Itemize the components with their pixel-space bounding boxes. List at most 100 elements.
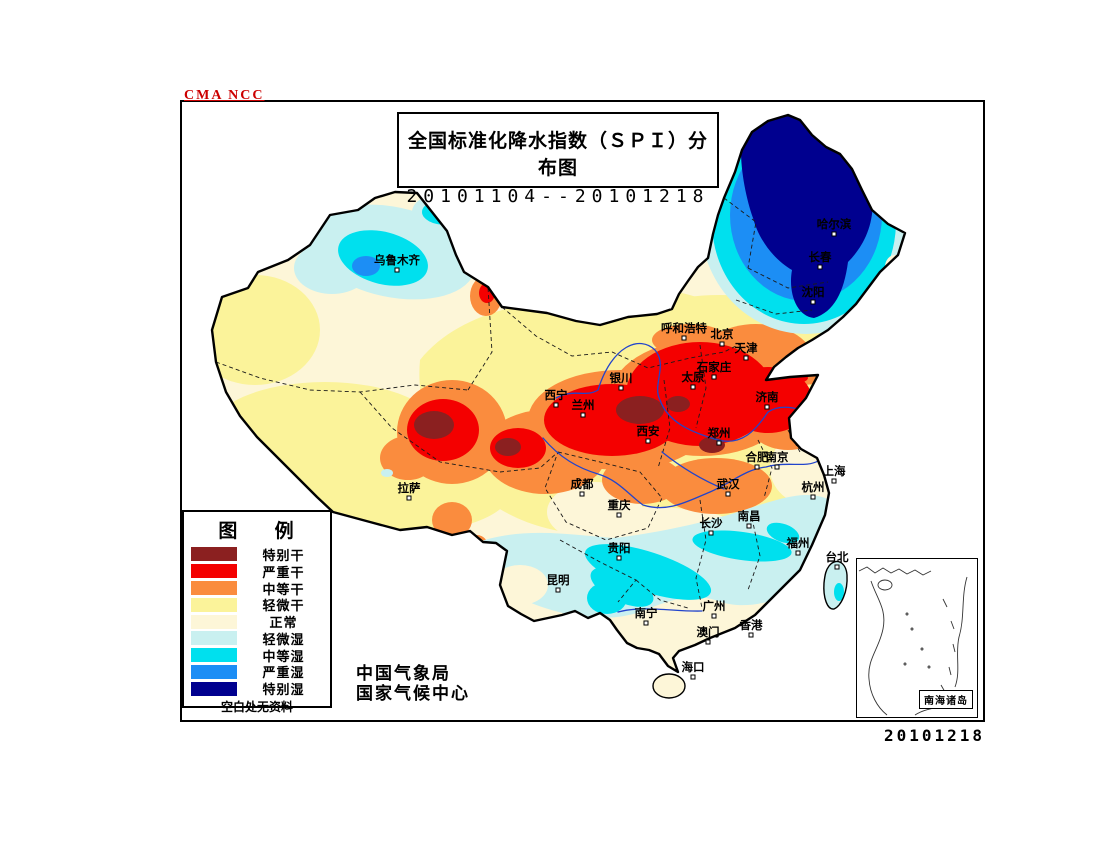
city-label: 重庆 bbox=[608, 498, 631, 512]
city-label: 哈尔滨 bbox=[817, 217, 852, 231]
city-label: 长沙 bbox=[700, 516, 723, 530]
city-label: 乌鲁木齐 bbox=[374, 253, 420, 267]
city-label: 银川 bbox=[610, 371, 633, 385]
city-marker bbox=[810, 494, 816, 500]
city-label: 西安 bbox=[637, 424, 660, 438]
city-marker bbox=[555, 587, 561, 593]
legend-label: 中等干 bbox=[262, 581, 305, 597]
legend-label: 轻微干 bbox=[262, 598, 305, 614]
china-outline bbox=[210, 113, 907, 699]
city-marker bbox=[795, 550, 801, 556]
city-marker bbox=[748, 632, 754, 638]
city-marker bbox=[831, 478, 837, 484]
city-label: 杭州 bbox=[802, 480, 825, 494]
city-marker bbox=[716, 440, 722, 446]
city-marker bbox=[754, 464, 760, 470]
inset-label: 南海诸岛 bbox=[919, 690, 973, 709]
city-marker bbox=[394, 267, 400, 273]
city-marker bbox=[810, 299, 816, 305]
city-marker bbox=[580, 412, 586, 418]
city-marker bbox=[764, 404, 770, 410]
city-marker bbox=[705, 639, 711, 645]
legend-label: 中等湿 bbox=[262, 648, 305, 664]
city-marker bbox=[708, 530, 714, 536]
city-label: 拉萨 bbox=[398, 481, 421, 495]
city-label: 成都 bbox=[571, 477, 594, 491]
city-marker bbox=[553, 402, 559, 408]
legend-rows: 特别干 严重干 中等干 轻微干 正常 轻微湿 中等湿 严重湿 特别湿 bbox=[184, 546, 330, 697]
city-label: 上海 bbox=[823, 464, 846, 478]
city-marker bbox=[817, 264, 823, 270]
city-marker bbox=[690, 384, 696, 390]
legend-swatch-6 bbox=[191, 648, 237, 663]
city-label: 石家庄 bbox=[696, 360, 732, 374]
legend-row: 特别干 bbox=[184, 546, 330, 563]
city-marker bbox=[725, 491, 731, 497]
city-marker bbox=[743, 355, 749, 361]
legend-title: 图 例 bbox=[218, 521, 310, 542]
city-label: 台北 bbox=[826, 550, 849, 564]
city-marker bbox=[711, 374, 717, 380]
city-marker bbox=[681, 335, 687, 341]
credits: 中国气象局 国家气候中心 bbox=[356, 664, 470, 704]
city-label: 西宁 bbox=[545, 388, 568, 402]
map-title-box: 全国标准化降水指数（ＳＰＩ）分布图 20101104--20101218 bbox=[397, 112, 719, 207]
city-label: 太原 bbox=[681, 370, 705, 384]
legend-footnote: 空白处无资料 bbox=[220, 700, 293, 715]
city-label: 南昌 bbox=[738, 509, 761, 523]
city-label: 兰州 bbox=[572, 398, 595, 412]
legend-swatch-1 bbox=[191, 564, 237, 579]
legend-swatch-5 bbox=[191, 631, 237, 646]
city-marker bbox=[643, 620, 649, 626]
legend-label: 特别湿 bbox=[262, 682, 305, 698]
legend-row: 中等干 bbox=[184, 580, 330, 597]
city-label: 合肥 bbox=[746, 450, 769, 464]
legend-swatch-4 bbox=[191, 614, 237, 629]
legend-swatch-8 bbox=[191, 681, 237, 696]
city-label: 沈阳 bbox=[802, 285, 825, 299]
city-marker bbox=[690, 674, 696, 680]
south-china-sea-inset: 南海诸岛 bbox=[856, 558, 978, 718]
legend-swatch-0 bbox=[191, 547, 237, 562]
credit-center: 国家气候中心 bbox=[356, 684, 470, 703]
city-marker bbox=[746, 523, 752, 529]
city-marker bbox=[774, 464, 780, 470]
legend-swatch-3 bbox=[191, 597, 237, 612]
city-marker bbox=[719, 341, 725, 347]
city-label: 呼和浩特 bbox=[661, 321, 707, 335]
city-label: 天津 bbox=[735, 341, 758, 355]
map-title: 全国标准化降水指数（ＳＰＩ）分布图 bbox=[407, 131, 708, 179]
city-label: 贵阳 bbox=[608, 541, 631, 555]
city-label: 南宁 bbox=[635, 606, 658, 620]
legend-label: 特别干 bbox=[262, 547, 305, 563]
city-label: 济南 bbox=[756, 390, 779, 404]
legend-row: 正常 bbox=[184, 613, 330, 630]
city-label: 海口 bbox=[682, 660, 705, 674]
city-label: 昆明 bbox=[547, 573, 570, 587]
city-marker bbox=[579, 491, 585, 497]
agency-code: CMA NCC bbox=[184, 88, 265, 103]
city-label: 武汉 bbox=[717, 477, 740, 491]
legend-row: 轻微干 bbox=[184, 596, 330, 613]
legend-label: 严重湿 bbox=[262, 665, 305, 681]
legend-swatch-7 bbox=[191, 664, 237, 679]
legend-row: 特别湿 bbox=[184, 680, 330, 697]
legend-row: 严重湿 bbox=[184, 664, 330, 681]
city-label: 福州 bbox=[786, 536, 810, 550]
city-label: 长春 bbox=[809, 250, 832, 264]
city-marker bbox=[711, 613, 717, 619]
legend: 图 例 特别干 严重干 中等干 轻微干 正常 轻微湿 中等湿 严重湿 特别湿 空白处无资料 bbox=[182, 510, 332, 714]
city-label: 香港 bbox=[739, 618, 763, 632]
city-label: 郑州 bbox=[708, 426, 731, 440]
legend-swatch-2 bbox=[191, 580, 237, 595]
legend-label: 严重干 bbox=[262, 564, 305, 580]
city-label: 南京 bbox=[766, 450, 789, 464]
province-borders bbox=[215, 197, 829, 609]
city-label: 北京 bbox=[711, 327, 734, 341]
legend-row: 中等湿 bbox=[184, 647, 330, 664]
credit-agency: 中国气象局 bbox=[356, 664, 451, 683]
legend-row: 轻微湿 bbox=[184, 630, 330, 647]
